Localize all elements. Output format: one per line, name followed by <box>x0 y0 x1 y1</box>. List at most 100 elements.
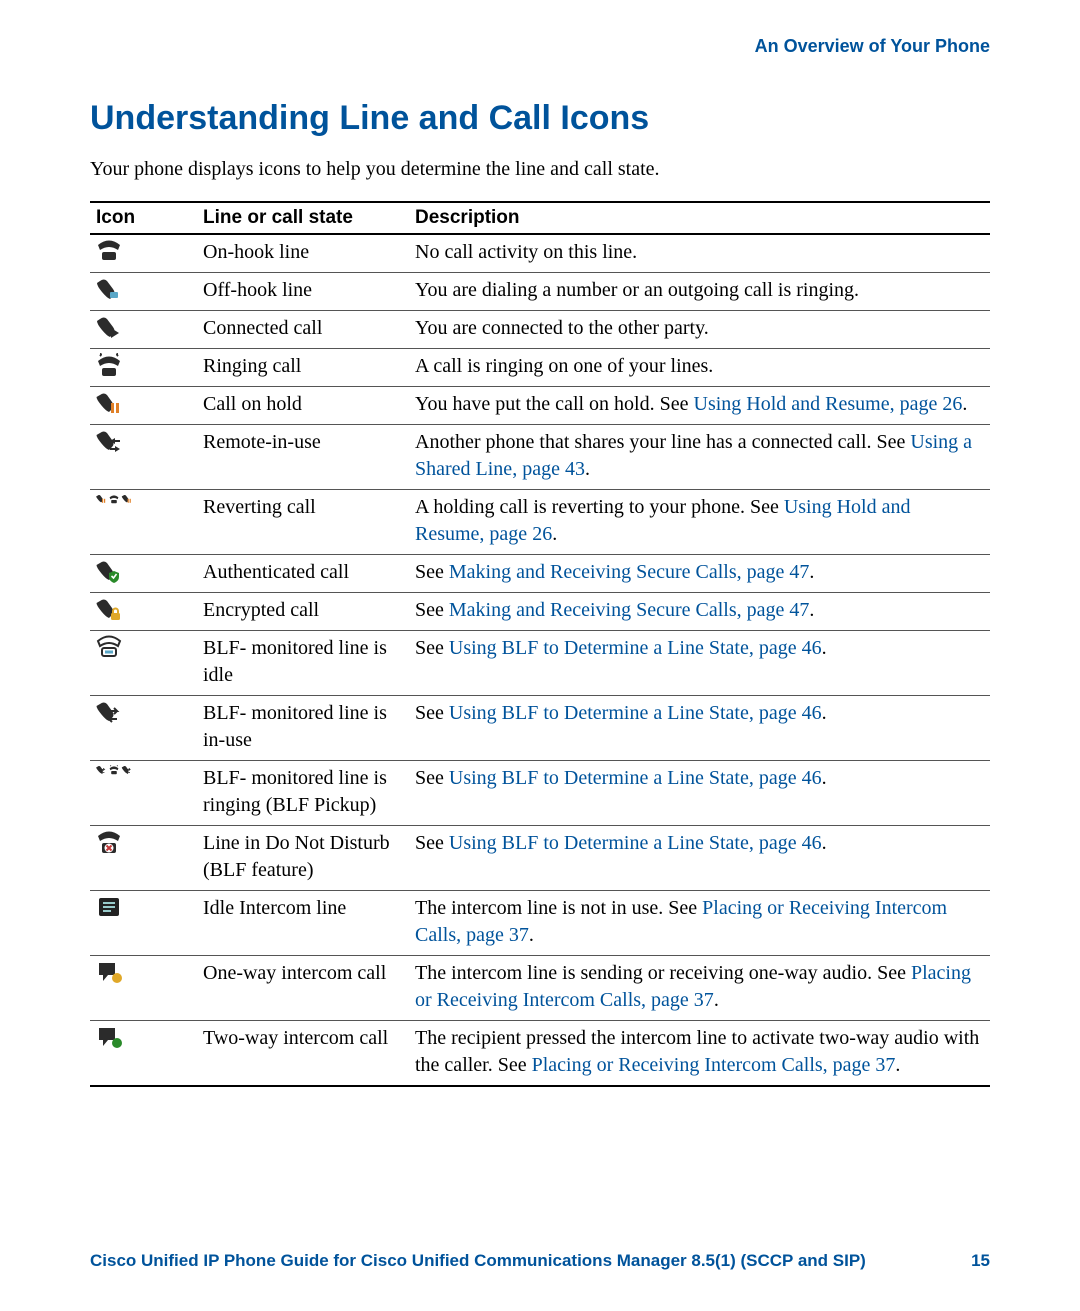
table-row: Ringing call A call is ringing on one of … <box>90 349 990 387</box>
table-row: Connected call You are connected to the o… <box>90 311 990 349</box>
section-header: An Overview of Your Phone <box>90 36 990 57</box>
state-cell: On-hook line <box>197 234 409 273</box>
table-row: Reverting callA holding call is revertin… <box>90 490 990 555</box>
table-row: Line in Do Not Disturb (BLF feature)See … <box>90 826 990 891</box>
th-state: Line or call state <box>197 202 409 234</box>
description-text: . <box>552 523 557 545</box>
th-icon: Icon <box>90 202 197 234</box>
description-cell: You are connected to the other party. <box>409 311 990 349</box>
page-heading: Understanding Line and Call Icons <box>90 99 990 138</box>
authenticated-call-icon <box>90 555 197 593</box>
state-cell: BLF- monitored line is idle <box>197 631 409 696</box>
state-cell: Call on hold <box>197 387 409 425</box>
table-row: BLF- monitored line is in-useSee Using B… <box>90 696 990 761</box>
description-text: A call is ringing on one of your lines. <box>415 355 713 377</box>
description-text: . <box>809 599 814 621</box>
description-text: See <box>415 599 449 621</box>
cross-ref-link[interactable]: Using BLF to Determine a Line State, pag… <box>449 832 822 854</box>
table-row: Off-hook line You are dialing a number or… <box>90 273 990 311</box>
state-cell: Remote-in-use <box>197 425 409 490</box>
table-row: BLF- monitored line is ringing (BLF Pick… <box>90 761 990 826</box>
table-row: Two-way intercom callThe recipient press… <box>90 1021 990 1087</box>
table-row: Remote-in-use Another phone that shares y… <box>90 425 990 490</box>
th-desc: Description <box>409 202 990 234</box>
intro-text: Your phone displays icons to help you de… <box>90 156 990 183</box>
description-cell: See Making and Receiving Secure Calls, p… <box>409 593 990 631</box>
cross-ref-link[interactable]: Making and Receiving Secure Calls, page … <box>449 561 809 583</box>
table-row: Call on holdYou have put the call on hol… <box>90 387 990 425</box>
footer-doc-title: Cisco Unified IP Phone Guide for Cisco U… <box>90 1251 866 1271</box>
cross-ref-link[interactable]: Placing or Receiving Intercom Calls, pag… <box>532 1054 896 1076</box>
description-cell: Another phone that shares your line has … <box>409 425 990 490</box>
description-text: You have put the call on hold. See <box>415 393 694 415</box>
description-cell: See Making and Receiving Secure Calls, p… <box>409 555 990 593</box>
description-text: You are connected to the other party. <box>415 317 709 339</box>
cross-ref-link[interactable]: Using BLF to Determine a Line State, pag… <box>449 767 822 789</box>
off-hook-icon <box>90 273 197 311</box>
description-text: . <box>962 393 967 415</box>
state-cell: Off-hook line <box>197 273 409 311</box>
description-cell: A holding call is reverting to your phon… <box>409 490 990 555</box>
description-text: . <box>529 924 534 946</box>
remote-in-use-icon <box>90 425 197 490</box>
connected-call-icon <box>90 311 197 349</box>
description-cell: See Using BLF to Determine a Line State,… <box>409 761 990 826</box>
description-cell: See Using BLF to Determine a Line State,… <box>409 826 990 891</box>
state-cell: Two-way intercom call <box>197 1021 409 1087</box>
on-hook-icon <box>90 234 197 273</box>
description-text: . <box>822 702 827 724</box>
call-on-hold-icon <box>90 387 197 425</box>
state-cell: Connected call <box>197 311 409 349</box>
description-text: . <box>822 767 827 789</box>
description-text: The intercom line is not in use. See <box>415 897 702 919</box>
description-text: The intercom line is sending or receivin… <box>415 962 911 984</box>
table-row: On-hook line No call activity on this lin… <box>90 234 990 273</box>
encrypted-call-icon <box>90 593 197 631</box>
one-way-intercom-icon <box>90 956 197 1021</box>
state-cell: Reverting call <box>197 490 409 555</box>
description-text: Another phone that shares your line has … <box>415 431 910 453</box>
icons-table: Icon Line or call state Description On-h… <box>90 201 990 1087</box>
reverting-call-icon <box>90 490 197 555</box>
description-text: No call activity on this line. <box>415 241 637 263</box>
table-row: One-way intercom call The intercom line i… <box>90 956 990 1021</box>
description-text: You are dialing a number or an outgoing … <box>415 279 859 301</box>
state-cell: Ringing call <box>197 349 409 387</box>
description-text: . <box>714 989 719 1011</box>
footer-page-number: 15 <box>971 1251 990 1271</box>
description-text: . <box>585 458 590 480</box>
state-cell: Idle Intercom line <box>197 891 409 956</box>
table-row: BLF- monitored line is idleSee Using BLF… <box>90 631 990 696</box>
table-row: Idle Intercom lineThe intercom line is n… <box>90 891 990 956</box>
state-cell: One-way intercom call <box>197 956 409 1021</box>
two-way-intercom-icon <box>90 1021 197 1087</box>
state-cell: BLF- monitored line is ringing (BLF Pick… <box>197 761 409 826</box>
cross-ref-link[interactable]: Using BLF to Determine a Line State, pag… <box>449 702 822 724</box>
description-text: . <box>822 637 827 659</box>
description-text: See <box>415 637 449 659</box>
description-text: See <box>415 767 449 789</box>
description-cell: You are dialing a number or an outgoing … <box>409 273 990 311</box>
table-row: Encrypted callSee Making and Receiving S… <box>90 593 990 631</box>
description-cell: See Using BLF to Determine a Line State,… <box>409 696 990 761</box>
description-cell: The intercom line is sending or receivin… <box>409 956 990 1021</box>
description-text: See <box>415 832 449 854</box>
idle-intercom-icon <box>90 891 197 956</box>
cross-ref-link[interactable]: Using BLF to Determine a Line State, pag… <box>449 637 822 659</box>
blf-idle-icon <box>90 631 197 696</box>
table-row: Authenticated callSee Making and Receivi… <box>90 555 990 593</box>
description-cell: The intercom line is not in use. See Pla… <box>409 891 990 956</box>
dnd-blf-icon <box>90 826 197 891</box>
description-cell: The recipient pressed the intercom line … <box>409 1021 990 1087</box>
description-cell: You have put the call on hold. See Using… <box>409 387 990 425</box>
description-cell: See Using BLF to Determine a Line State,… <box>409 631 990 696</box>
description-text: . <box>895 1054 900 1076</box>
cross-ref-link[interactable]: Using Hold and Resume, page 26 <box>694 393 963 415</box>
blf-in-use-icon <box>90 696 197 761</box>
cross-ref-link[interactable]: Making and Receiving Secure Calls, page … <box>449 599 809 621</box>
state-cell: Line in Do Not Disturb (BLF feature) <box>197 826 409 891</box>
state-cell: Authenticated call <box>197 555 409 593</box>
ringing-call-icon <box>90 349 197 387</box>
description-text: See <box>415 702 449 724</box>
description-text: . <box>809 561 814 583</box>
